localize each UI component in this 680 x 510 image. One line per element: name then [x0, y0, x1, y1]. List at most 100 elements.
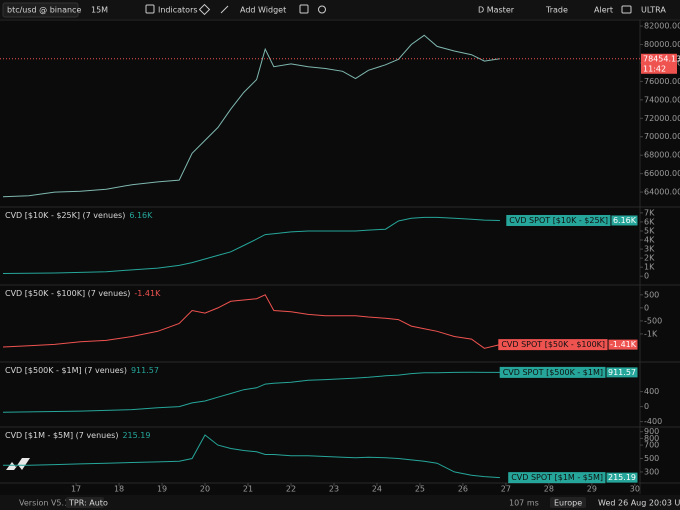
symbol[interactable]: btc/usd @ binance — [7, 6, 81, 15]
x-tick-label: 25 — [415, 485, 425, 494]
y-tick-label: 0 — [644, 303, 649, 312]
badge-box — [499, 366, 606, 378]
symbol-box[interactable] — [2, 2, 79, 18]
y-tick-label: 6K — [644, 217, 655, 226]
cvd-badge: CVD SPOT [$10K - $25K] 6.16K — [506, 214, 639, 227]
x-tick-label: 24 — [372, 485, 382, 494]
y-tick-label: 0 — [644, 272, 649, 281]
draw-icon[interactable] — [220, 5, 229, 14]
badge-box — [508, 472, 606, 484]
y-tick-label: 68000.00 — [644, 151, 680, 160]
cvd-badge: CVD SPOT [$50K - $100K] -1.41K — [498, 338, 639, 351]
x-tick-label: 20 — [200, 485, 210, 494]
cvd-badge: CVD SPOT [$1M - $5M] 215.19 — [508, 471, 639, 484]
save-icon[interactable] — [299, 4, 309, 14]
y-tick-label: -1K — [644, 329, 658, 338]
x-tick-label: 29 — [587, 485, 597, 494]
layers-icon[interactable] — [198, 3, 211, 16]
y-tick-label: 0 — [644, 402, 649, 411]
pane-value: 6.16K — [129, 211, 153, 220]
badge-value: 911.57 — [608, 368, 636, 377]
x-tick-label: 27 — [501, 485, 511, 494]
pane-title-text: CVD [$1M - $5M] (7 venues) — [5, 431, 118, 440]
pane-value: 215.19 — [122, 431, 150, 440]
indicators[interactable]: Indicators — [158, 6, 198, 15]
countdown: 11:42 — [643, 64, 666, 73]
badge-name: CVD SPOT [$50K - $100K] — [501, 340, 605, 349]
y-tick-label: 4K — [644, 236, 655, 245]
y-tick-label: 800 — [644, 434, 659, 443]
pane-title: CVD [$1M - $5M] (7 venues) 215.19 — [5, 431, 150, 440]
badge-box — [506, 214, 611, 226]
logo — [6, 458, 30, 470]
region-box[interactable] — [550, 497, 586, 508]
y-tick-label: 500 — [644, 290, 659, 299]
y-tick-label: 1K — [644, 263, 655, 272]
layout[interactable]: D Master — [478, 6, 515, 15]
plan[interactable]: ULTRA — [641, 6, 666, 15]
status-bar — [0, 495, 680, 510]
pane-title-text: CVD [$50K - $100K] (7 venues) — [5, 289, 130, 298]
y-tick-label: 72000.00 — [644, 114, 680, 123]
x-tick-label: 19 — [157, 485, 167, 494]
y-tick-label: -400 — [644, 417, 662, 426]
pane-title-text: CVD [$10K - $25K] (7 venues) — [5, 211, 125, 220]
badge-value-box — [607, 338, 639, 351]
y-tick-label: 300 — [644, 467, 659, 476]
settings-icon[interactable] — [318, 5, 326, 14]
version: Version V5.169 — [19, 499, 79, 508]
toolbar — [0, 0, 680, 19]
series-line — [3, 434, 500, 479]
add-widget[interactable]: Add Widget — [240, 6, 286, 15]
y-tick-label: 66000.00 — [644, 169, 680, 178]
y-tick-label: 64000.00 — [644, 188, 680, 197]
y-tick-label: 80000.00 — [644, 40, 680, 49]
badge-box — [498, 339, 609, 351]
camera-icon[interactable] — [621, 5, 632, 14]
badge-name: CVD SPOT [$10K - $25K] — [509, 216, 608, 225]
y-tick-label: 82000.00 — [644, 22, 680, 31]
tpr-box[interactable] — [66, 497, 104, 508]
x-tick-label: 28 — [544, 485, 554, 494]
series-line — [2, 34, 500, 198]
pane-value: 911.57 — [131, 366, 159, 375]
badge-value-box — [610, 214, 639, 227]
x-tick-label: 21 — [243, 485, 253, 494]
badge-value-box — [605, 366, 639, 379]
badge-name: CVD SPOT [$500K - $1M] — [503, 368, 603, 377]
pane-title: CVD [$500K - $1M] (7 venues) 911.57 — [5, 366, 159, 375]
x-tick-label: 30 — [630, 485, 640, 494]
pane-value: -1.41K — [134, 289, 161, 298]
region[interactable]: Europe — [554, 499, 582, 508]
interval[interactable]: 15M — [91, 6, 108, 15]
badge-value: 6.16K — [613, 216, 637, 225]
y-tick-label: 76000.00 — [644, 77, 680, 86]
y-tick-label: 900 — [644, 427, 659, 436]
pane-title: CVD [$10K - $25K] (7 venues) 6.16K — [5, 211, 153, 220]
trade[interactable]: Trade — [545, 6, 568, 15]
y-tick-label: 74000.00 — [644, 95, 680, 104]
y-tick-label: 2K — [644, 254, 655, 263]
pane-title-text: CVD [$500K - $1M] (7 venues) — [5, 366, 127, 375]
alert[interactable]: Alert — [594, 6, 613, 15]
cvd-badge: CVD SPOT [$500K - $1M] 911.57 — [499, 366, 639, 379]
badge-value-box — [605, 471, 639, 484]
series-line — [2, 294, 501, 349]
x-tick-label: 26 — [458, 485, 468, 494]
indicators-icon[interactable] — [145, 4, 155, 14]
badge-value: 215.19 — [608, 473, 636, 482]
price-badge — [641, 53, 677, 74]
price-label: 78454.13 — [643, 54, 680, 63]
x-tick-label: 22 — [286, 485, 296, 494]
series-line — [2, 216, 500, 274]
y-tick-label: 400 — [644, 387, 659, 396]
x-tick-label: 23 — [329, 485, 339, 494]
series-line — [2, 371, 500, 413]
y-tick-label: 7K — [644, 208, 655, 217]
y-tick-label: 3K — [644, 245, 655, 254]
y-tick-label: -500 — [644, 316, 662, 325]
badge-value: -1.41K — [610, 340, 637, 349]
tpr[interactable]: TPR: Auto — [68, 499, 108, 508]
